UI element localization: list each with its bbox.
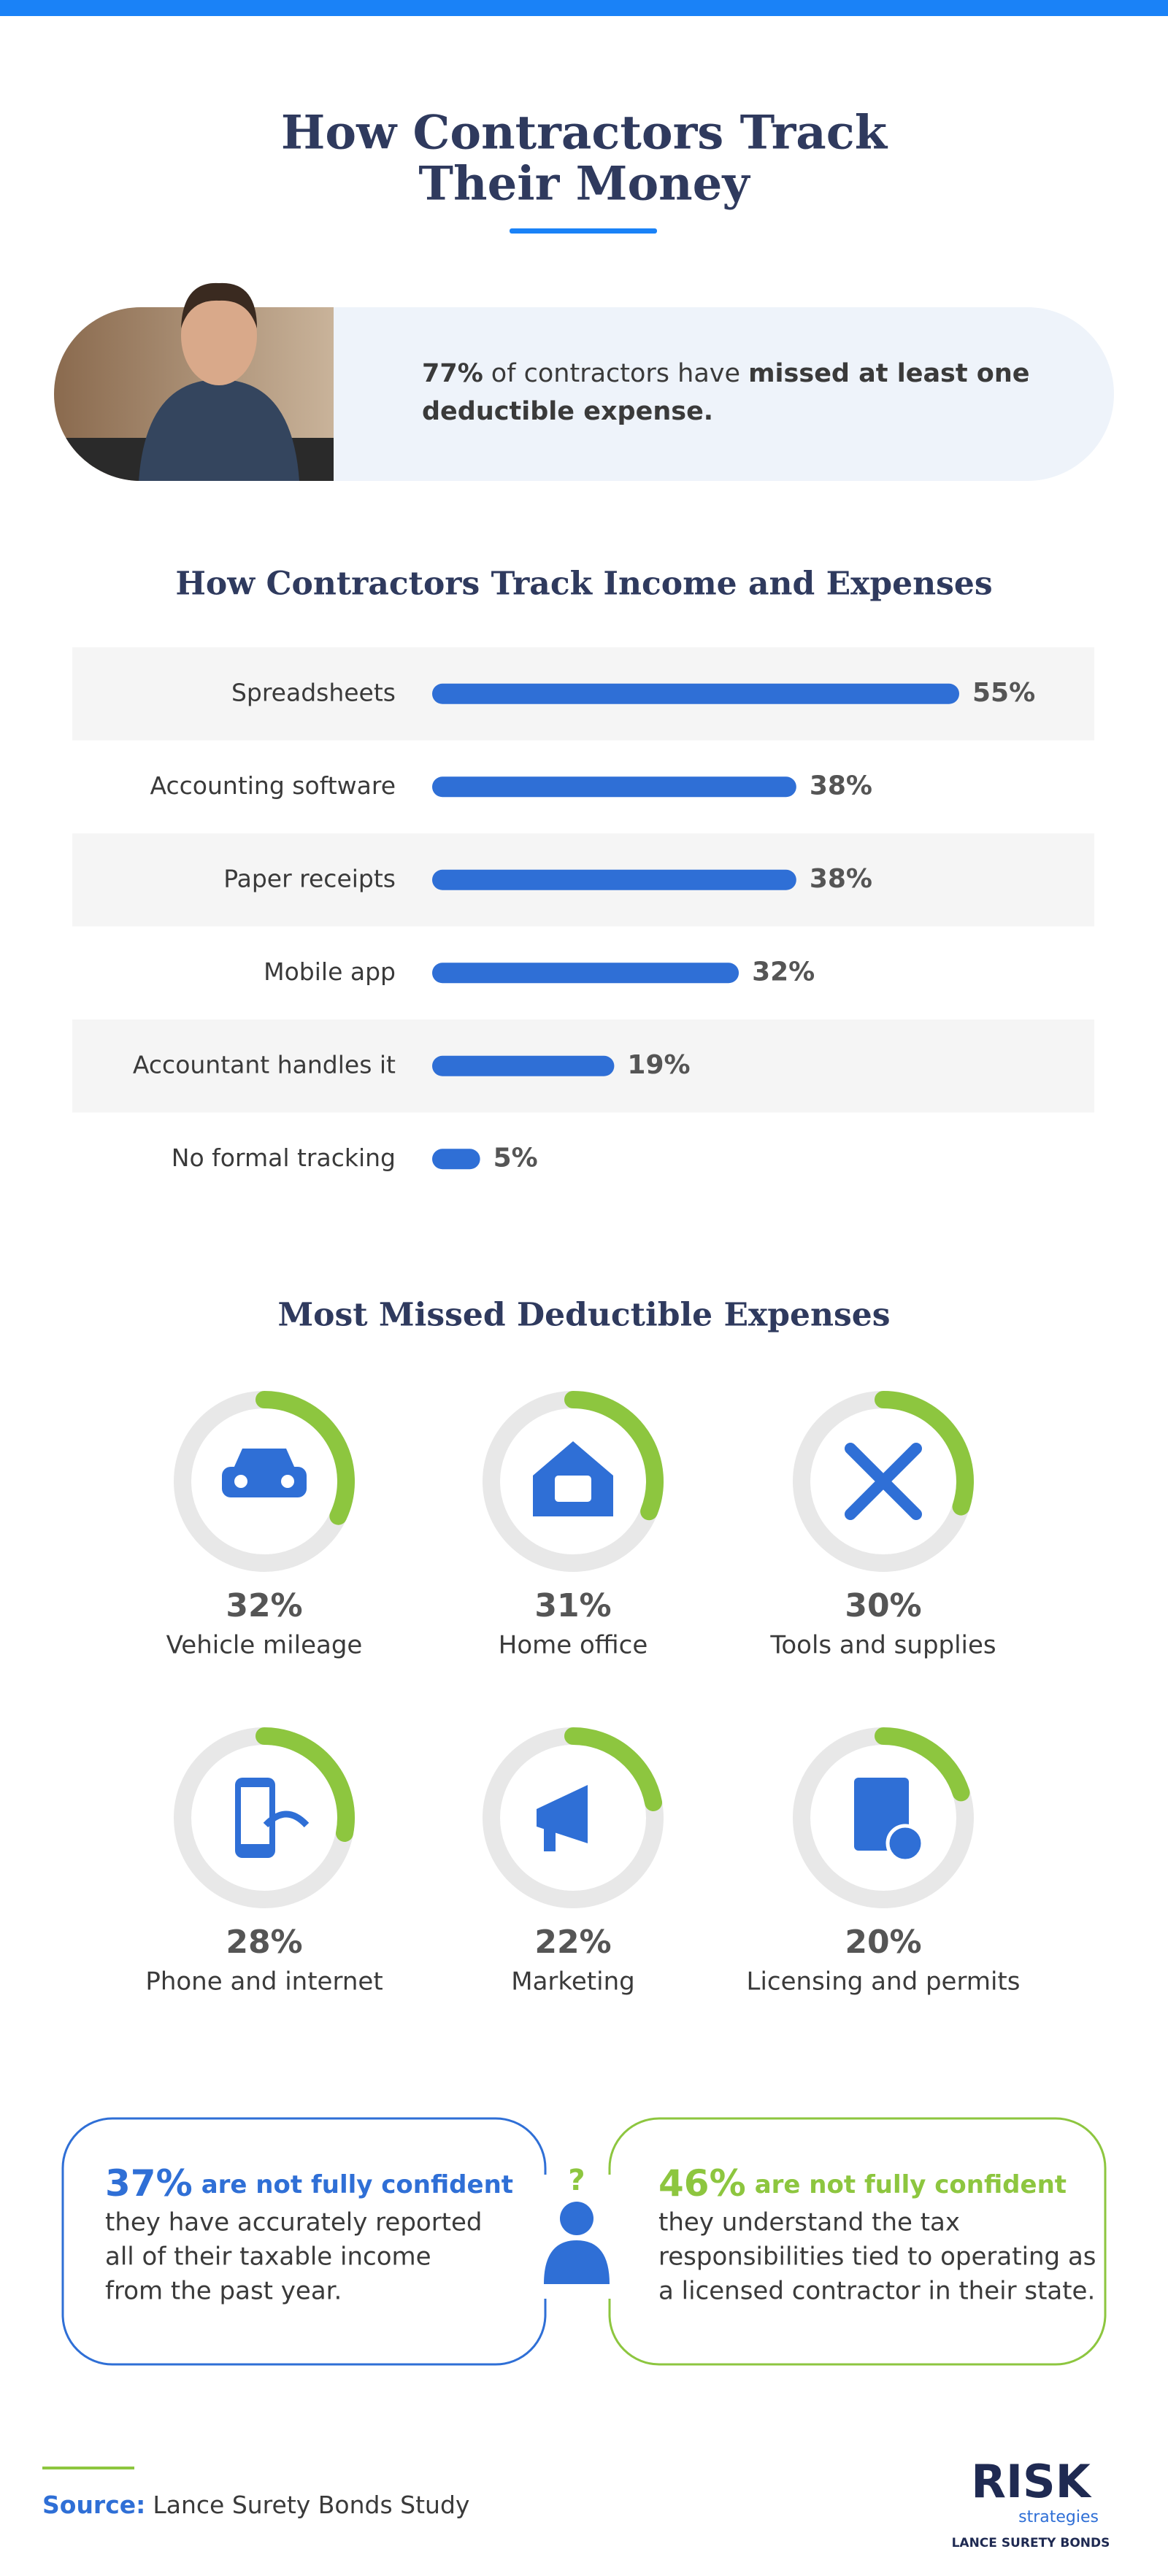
confidence-headline: are not fully confident (755, 2170, 1067, 2199)
chart-title: How Contractors Track Income and Expense… (175, 566, 992, 603)
bar (432, 683, 959, 704)
value-label: 5% (493, 1143, 538, 1173)
confidence-head: 37% are not fully confident (105, 2162, 513, 2205)
donut-value: 22% (534, 1924, 611, 1961)
stat-strong: 77% (422, 359, 483, 388)
source-text: Lance Surety Bonds Study (153, 2491, 469, 2519)
confidence-line: from the past year. (105, 2277, 342, 2306)
person-icon (544, 2240, 610, 2284)
donut-arc (256, 1727, 355, 1842)
donut-label: Phone and internet (145, 1967, 383, 1997)
photo-hair (181, 282, 257, 328)
value-label: 32% (752, 957, 815, 987)
icon (845, 1443, 922, 1520)
donut-arc (875, 1391, 974, 1516)
bar-label: Paper receipts (223, 864, 396, 892)
chart-title: Most Missed Deductible Expenses (277, 1297, 890, 1334)
bar-label: Mobile app (264, 957, 396, 986)
icon-shape (555, 1476, 591, 1502)
confidence-percent: 37% (105, 2162, 193, 2205)
donut-arc (875, 1727, 970, 1802)
donut-label: Tools and supplies (769, 1631, 996, 1660)
icon (533, 1441, 613, 1516)
photo-body (139, 379, 299, 481)
donut-label: Licensing and permits (747, 1967, 1021, 1997)
icon-shape (885, 1824, 925, 1863)
confidence-line: they understand the tax (658, 2208, 960, 2237)
confidence-headline: are not fully confident (201, 2170, 513, 2199)
confidence-head: 46% are not fully confident (658, 2162, 1067, 2205)
title: How Contractors Track (281, 106, 888, 161)
value-label: 38% (810, 864, 872, 894)
icon (235, 1778, 310, 1858)
icon (854, 1778, 925, 1863)
icon-shape (241, 1787, 269, 1844)
question-icon: ? (568, 2164, 585, 2197)
bar (432, 776, 796, 798)
person-icon (560, 2202, 593, 2235)
stat-normal: of contractors have (491, 359, 740, 388)
value-label: 38% (810, 771, 872, 801)
stat-text: 77% of contractors have missed at least on… (422, 359, 1030, 388)
icon (537, 1785, 588, 1851)
donut-arc (564, 1727, 663, 1812)
photo-head (181, 286, 257, 385)
confidence-box (608, 2117, 1107, 2366)
donut-value: 20% (845, 1924, 921, 1961)
donut-value: 32% (226, 1587, 302, 1624)
title-underline (510, 228, 657, 234)
top-bar (0, 0, 1168, 16)
donut-label: Marketing (511, 1967, 634, 1997)
bar-label: No formal tracking (172, 1144, 396, 1172)
icon-shape (263, 1810, 310, 1828)
stat-strong: missed at least one (748, 359, 1029, 388)
bar-label: Accountant handles it (133, 1050, 396, 1079)
donut-label: Vehicle mileage (166, 1631, 363, 1660)
icon (222, 1449, 307, 1497)
icon-shape (222, 1467, 307, 1497)
title: Their Money (418, 157, 750, 212)
confidence-line: all of their taxable income (105, 2243, 431, 2272)
icon-shape (234, 1449, 295, 1468)
bar (432, 963, 739, 984)
donut-arc (256, 1391, 355, 1525)
donut-label: Home office (499, 1631, 648, 1660)
icon-shape (845, 1443, 922, 1520)
donut-arc (564, 1391, 664, 1521)
stat-strong: deductible expense. (422, 397, 713, 426)
source: Source: Lance Surety Bonds Study (42, 2491, 469, 2519)
logo: RISK (971, 2455, 1091, 2508)
confidence-line: a licensed contractor in their state. (658, 2277, 1095, 2306)
donut-value: 31% (534, 1587, 611, 1624)
value-label: 19% (627, 1050, 690, 1080)
confidence-percent: 46% (658, 2162, 746, 2205)
bar-label: Accounting software (150, 771, 396, 800)
bar (432, 1149, 480, 1170)
icon-shape (544, 1824, 556, 1851)
confidence-line: they have accurately reported (105, 2208, 483, 2237)
bar-label: Spreadsheets (231, 678, 396, 706)
bar (432, 869, 796, 890)
value-label: 55% (972, 678, 1035, 708)
icon-shape (234, 1475, 247, 1488)
source-label: Source: (42, 2491, 145, 2519)
bar (432, 1055, 615, 1076)
logo-sub: strategies (1018, 2508, 1099, 2526)
confidence-line: responsibilities tied to operating as (658, 2243, 1096, 2272)
logo-tag: LANCE SURETY BONDS (952, 2536, 1110, 2550)
donut-value: 28% (226, 1924, 302, 1961)
confidence-box (61, 2117, 547, 2366)
icon-shape (281, 1475, 294, 1488)
donut-value: 30% (845, 1587, 921, 1624)
